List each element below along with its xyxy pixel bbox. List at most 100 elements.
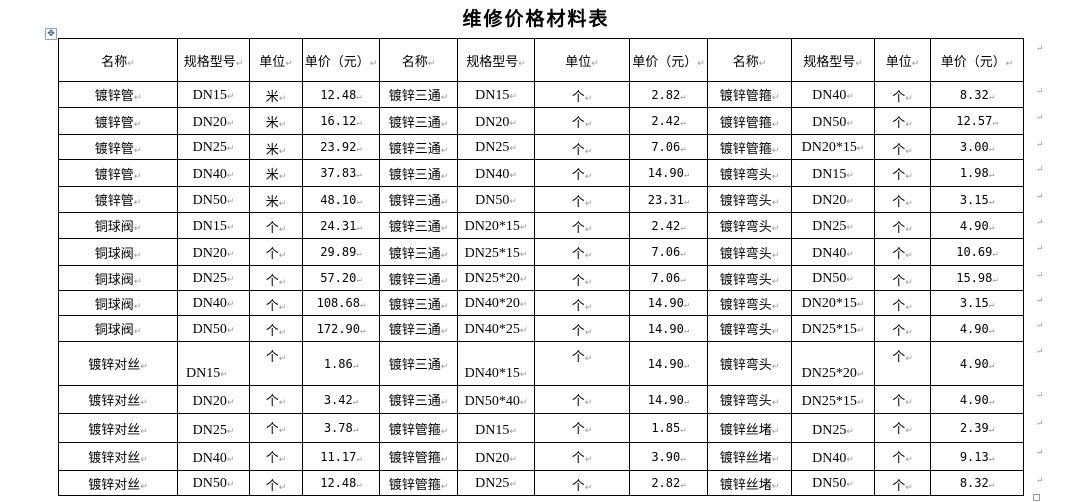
cell-name[interactable]: 镀锌丝堵 [707,442,792,471]
cell-spec[interactable]: DN25 [177,134,250,160]
cell-unit[interactable]: 米 [249,186,303,213]
cell-name[interactable]: 镀锌三通 [379,341,458,386]
cell-unit[interactable]: 个 [874,134,931,160]
cell-unit[interactable]: 个 [874,315,931,342]
cell-unit[interactable]: 个 [874,81,931,108]
cell-unit[interactable]: 个 [249,341,303,386]
cell-spec[interactable]: DN20 [177,385,250,414]
cell-name[interactable]: 铜球阀 [58,265,178,291]
cell-name[interactable]: 镀锌对丝 [58,470,178,496]
cell-price[interactable]: 10.69 [930,238,1024,266]
cell-price[interactable]: 8.32 [930,81,1024,108]
cell-spec[interactable]: DN20*15 [457,212,535,239]
cell-spec[interactable]: DN20*15 [791,290,875,316]
cell-spec[interactable]: DN25 [791,413,875,443]
cell-spec[interactable]: DN40*15 [457,341,535,386]
cell-name[interactable]: 镀锌三通 [379,81,458,108]
cell-price[interactable]: 57.20 [302,265,380,291]
column-header[interactable]: 单位 [249,38,303,82]
cell-spec[interactable]: DN15 [177,341,250,386]
cell-unit[interactable]: 米 [249,107,303,135]
cell-spec[interactable]: DN20*15 [791,134,875,160]
table-move-handle-icon[interactable]: ✥ [45,28,57,40]
cell-price[interactable]: 24.31 [302,212,380,239]
cell-spec[interactable]: DN25 [177,265,250,291]
cell-price[interactable]: 2.39 [930,413,1024,443]
cell-unit[interactable]: 个 [249,470,303,496]
cell-name[interactable]: 镀锌弯头 [707,265,792,291]
cell-spec[interactable]: DN50 [177,186,250,213]
cell-name[interactable]: 铜球阀 [58,290,178,316]
cell-spec[interactable]: DN15 [791,159,875,187]
cell-price[interactable]: 3.15 [930,290,1024,316]
cell-unit[interactable]: 个 [534,212,630,239]
cell-price[interactable]: 14.90 [629,290,708,316]
cell-unit[interactable]: 个 [249,212,303,239]
cell-name[interactable]: 铜球阀 [58,238,178,266]
cell-name[interactable]: 镀锌弯头 [707,212,792,239]
cell-price[interactable]: 2.42 [629,107,708,135]
cell-spec[interactable]: DN40*20 [457,290,535,316]
cell-name[interactable]: 镀锌三通 [379,186,458,213]
cell-unit[interactable]: 个 [249,238,303,266]
cell-name[interactable]: 镀锌弯头 [707,159,792,187]
cell-unit[interactable]: 个 [534,315,630,342]
cell-unit[interactable]: 个 [874,290,931,316]
cell-unit[interactable]: 米 [249,81,303,108]
cell-unit[interactable]: 个 [874,159,931,187]
cell-name[interactable]: 镀锌弯头 [707,315,792,342]
cell-price[interactable]: 14.90 [629,341,708,386]
cell-name[interactable]: 镀锌弯头 [707,238,792,266]
cell-name[interactable]: 镀锌对丝 [58,385,178,414]
cell-spec[interactable]: DN40 [457,159,535,187]
cell-price[interactable]: 16.12 [302,107,380,135]
cell-spec[interactable]: DN25*20 [791,341,875,386]
cell-spec[interactable]: DN25*20 [457,265,535,291]
cell-unit[interactable]: 个 [249,315,303,342]
cell-unit[interactable]: 个 [249,265,303,291]
cell-price[interactable]: 7.06 [629,238,708,266]
cell-spec[interactable]: DN40 [177,290,250,316]
cell-spec[interactable]: DN15 [457,413,535,443]
cell-spec[interactable]: DN20 [177,107,250,135]
cell-price[interactable]: 3.90 [629,442,708,471]
cell-name[interactable]: 镀锌弯头 [707,290,792,316]
cell-name[interactable]: 镀锌三通 [379,107,458,135]
cell-name[interactable]: 镀锌管箍 [379,470,458,496]
cell-unit[interactable]: 个 [249,413,303,443]
cell-price[interactable]: 108.68 [302,290,380,316]
cell-unit[interactable]: 个 [534,341,630,386]
cell-name[interactable]: 镀锌三通 [379,385,458,414]
cell-unit[interactable]: 个 [534,107,630,135]
cell-spec[interactable]: DN50 [791,470,875,496]
cell-spec[interactable]: DN25*15 [791,385,875,414]
cell-spec[interactable]: DN20 [177,238,250,266]
cell-unit[interactable]: 个 [249,442,303,471]
cell-spec[interactable]: DN50 [791,107,875,135]
cell-spec[interactable]: DN50 [177,315,250,342]
cell-spec[interactable]: DN50 [177,470,250,496]
cell-unit[interactable]: 个 [534,442,630,471]
cell-price[interactable]: 172.90 [302,315,380,342]
cell-price[interactable]: 14.90 [629,159,708,187]
cell-price[interactable]: 3.42 [302,385,380,414]
cell-name[interactable]: 镀锌管箍 [379,413,458,443]
cell-unit[interactable]: 个 [534,385,630,414]
cell-spec[interactable]: DN50 [791,265,875,291]
cell-name[interactable]: 镀锌管箍 [707,107,792,135]
cell-price[interactable]: 4.90 [930,212,1024,239]
cell-unit[interactable]: 个 [874,212,931,239]
cell-price[interactable]: 8.32 [930,470,1024,496]
column-header[interactable]: 单价（元） [302,38,380,82]
cell-price[interactable]: 9.13 [930,442,1024,471]
cell-spec[interactable]: DN25 [177,413,250,443]
column-header[interactable]: 单价（元） [629,38,708,82]
cell-unit[interactable]: 个 [534,265,630,291]
cell-unit[interactable]: 个 [534,186,630,213]
cell-unit[interactable]: 个 [874,238,931,266]
cell-name[interactable]: 铜球阀 [58,315,178,342]
cell-price[interactable]: 1.98 [930,159,1024,187]
cell-price[interactable]: 15.98 [930,265,1024,291]
cell-name[interactable]: 镀锌丝堵 [707,470,792,496]
cell-spec[interactable]: DN40 [791,442,875,471]
